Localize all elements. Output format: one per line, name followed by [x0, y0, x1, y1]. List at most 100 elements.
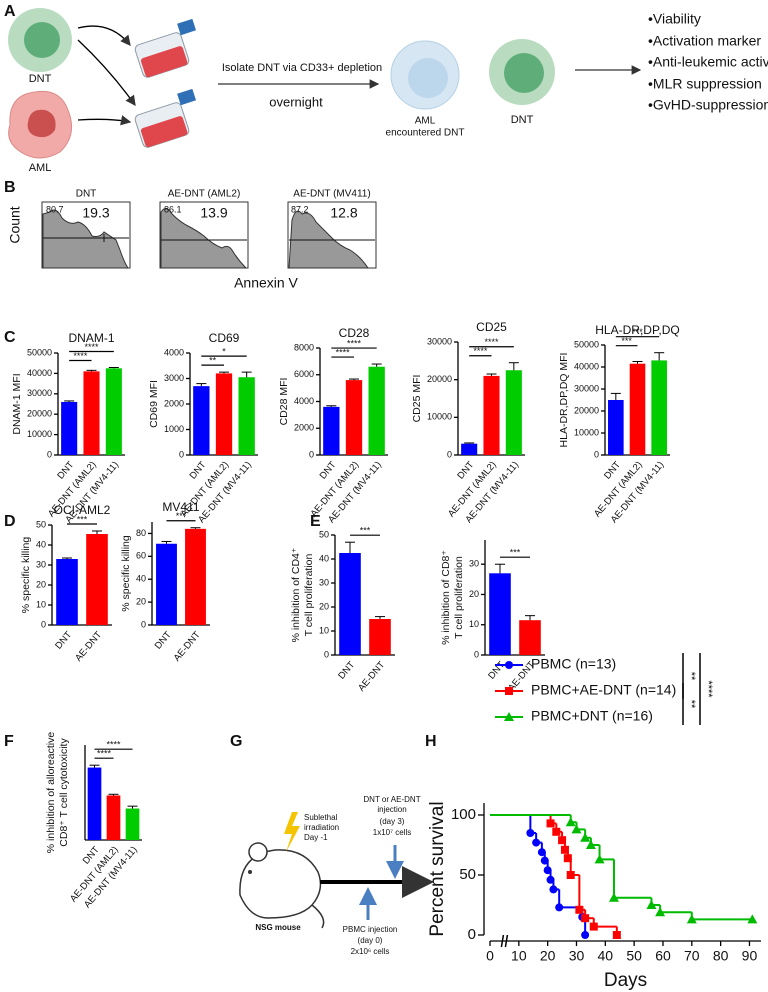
x-tick-label: DNT [53, 629, 74, 651]
y-tick-label: 30 [36, 559, 46, 569]
y-tick-label: 10000 [427, 412, 452, 422]
survival-point [580, 832, 591, 842]
y-tick-label: 0 [41, 619, 46, 629]
y-tick-label: 0 [447, 449, 452, 459]
mouse-tail [311, 904, 325, 929]
x-tick-label: 60 [655, 948, 671, 964]
bar [125, 808, 140, 840]
irradiation-text: Day -1 [304, 833, 328, 842]
y-tick-label: 20000 [27, 409, 52, 419]
survival-point [655, 907, 666, 917]
significance-label: *** [176, 511, 187, 521]
y-axis-label: HLA-DR,DP,DQ MFI [558, 353, 570, 448]
y-tick-label: 10 [319, 625, 329, 635]
y-tick-label: 50 [319, 529, 329, 539]
bar [608, 400, 624, 455]
survival-point [686, 914, 697, 924]
bar [339, 553, 361, 655]
y-tick-label: 0 [324, 649, 329, 659]
chart-title: CD25 [476, 320, 507, 334]
axis-break [500, 934, 509, 948]
flask [134, 18, 197, 78]
legend-label: PBMC+DNT (n=16) [531, 708, 653, 724]
y-tick-label: 10000 [574, 427, 599, 437]
y-axis-label: T cell proliferation [303, 554, 315, 637]
injection-text: (day 3) [380, 817, 405, 826]
x-tick-label: DNT [153, 629, 174, 651]
y-tick-label: 0 [594, 449, 599, 459]
y-axis-label: % specific killing [20, 537, 32, 614]
significance-label: **** [473, 346, 488, 356]
y-tick-label: 4000 [294, 396, 314, 406]
pbmc-text: 2x10⁶ cells [351, 947, 390, 956]
y-tick-label: 100 [451, 806, 476, 823]
flask [134, 88, 197, 148]
cell-label: AML [415, 116, 436, 127]
legend-marker [505, 661, 513, 669]
dnt-nucleus [24, 22, 60, 58]
panel-label: H [425, 733, 437, 750]
bar [483, 375, 500, 455]
x-tick-label: AE-DNT [356, 659, 387, 693]
y-tick-label: 3000 [164, 373, 184, 383]
x-tick-label: 30 [569, 948, 585, 964]
arrow [77, 115, 132, 126]
significance-label: **** [97, 749, 112, 759]
y-axis-label: CD25 MFI [411, 375, 423, 423]
survival-point [608, 892, 619, 902]
y-axis-label: CD8⁺ T cell cytotoxicity [58, 738, 70, 847]
readout: •Viability [648, 11, 701, 27]
bar [368, 366, 385, 455]
mouse [239, 849, 322, 919]
significance-label: **** [336, 347, 351, 357]
gate-value: 19.3 [82, 205, 109, 221]
y-tick-label: 60 [136, 551, 146, 561]
panel-g: Sublethal irradiation Day -1 NSG mouse D… [239, 795, 434, 956]
injection-text: injection [377, 805, 406, 814]
survival-point [558, 836, 567, 845]
y-tick-label: 4000 [164, 347, 184, 357]
dnt-nucleus [504, 53, 544, 93]
y-tick-label: 30 [319, 577, 329, 587]
chart-title: HLA-DR,DP,DQ [595, 323, 679, 337]
panel-label: F [4, 733, 14, 750]
y-tick-label: 0 [468, 926, 476, 943]
cell-label: AML [29, 162, 52, 174]
injection-text: 1x10⁷ cells [373, 828, 411, 837]
y-axis-label: T cell proliferation [453, 556, 465, 639]
chart-title: MV411 [162, 500, 199, 514]
bar [461, 443, 478, 455]
survival-point [589, 922, 598, 931]
bar [215, 373, 233, 455]
y-tick-label: 50 [459, 866, 476, 883]
plot-title: DNT [76, 189, 97, 200]
bar [505, 370, 522, 455]
bar [193, 386, 210, 455]
survival-point [747, 914, 758, 924]
y-tick-label: 40 [136, 574, 146, 584]
gate-value: 87.2 [291, 204, 309, 214]
y-axis-label: CD28 MFI [278, 378, 290, 426]
significance-label: **** [484, 337, 499, 347]
significance-label: ** [685, 700, 697, 709]
survival-point [526, 829, 535, 837]
x-axis-label: Annexin V [234, 275, 298, 291]
mouse-ear [248, 842, 268, 862]
bar [238, 377, 255, 455]
irradiation-text: Sublethal [304, 813, 338, 822]
step-text: Isolate DNT via CD33+ depletion [222, 62, 382, 74]
y-tick-label: 0 [179, 449, 184, 459]
x-tick-label: 80 [713, 948, 729, 964]
y-tick-label: 20 [319, 601, 329, 611]
significance-label: *** [510, 548, 521, 558]
cell-label: encountered DNT [386, 128, 465, 139]
survival-point [612, 931, 621, 939]
significance-label: *** [360, 526, 371, 536]
y-tick-label: 40 [36, 539, 46, 549]
legend-marker [505, 687, 513, 695]
readout: •MLR suppression [648, 76, 762, 92]
pbmc-text: PBMC injection [343, 925, 398, 934]
x-tick-label: 0 [486, 948, 494, 964]
aml-nucleus [27, 109, 56, 138]
readout: •GvHD-suppression [648, 97, 768, 113]
